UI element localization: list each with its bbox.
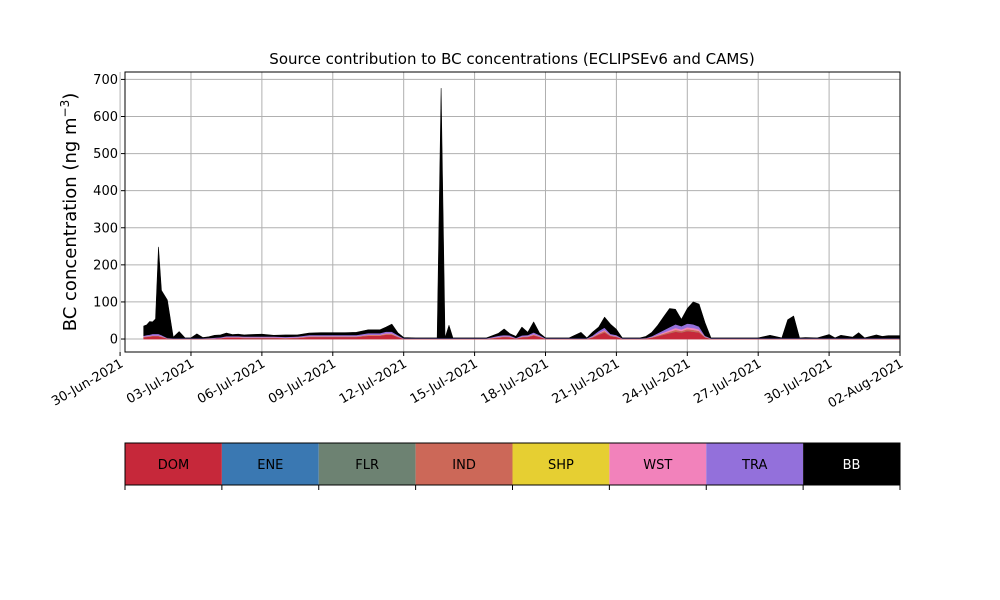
area-bb [143,88,901,339]
legend-label-shp: SHP [548,458,574,473]
x-tick-label: 03-Jul-2021 [124,356,197,407]
y-axis-label: BC concentration (ng m−3) [58,93,81,332]
legend-swatch-bb [803,443,900,485]
x-axis: 30-Jun-202103-Jul-202106-Jul-202109-Jul-… [49,352,906,412]
legend-label-dom: DOM [158,458,189,473]
x-tick-label: 02-Aug-2021 [826,356,906,411]
x-tick-label: 06-Jul-2021 [195,356,268,407]
y-axis: 0 100 200 300 400 500 600 700 [93,73,125,348]
grid-lines [119,72,901,352]
y-tick-label: 600 [93,110,118,125]
stacked-areas [143,88,901,340]
legend-swatch-shp [512,443,610,485]
legend-label-flr: FLR [355,458,379,473]
legend-label-ind: IND [452,458,476,473]
legend-colorbar: DOM ENE FLR IND SHP WST TRA BB [124,442,901,490]
x-tick-label: 21-Jul-2021 [550,356,623,407]
y-tick-label: 0 [110,333,118,348]
y-tick-label: 400 [93,184,118,199]
x-tick-label: 15-Jul-2021 [408,356,481,407]
chart-title: Source contribution to BC concentrations… [269,50,754,68]
legend-swatch-dom [125,443,222,485]
x-tick-label: 09-Jul-2021 [266,356,339,407]
y-tick-label: 700 [93,73,118,88]
plot-frame [124,71,901,353]
legend-label-wst: WST [643,458,672,473]
x-tick-label: 18-Jul-2021 [479,356,552,407]
legend-swatch-wst [609,443,707,485]
x-tick-label: 27-Jul-2021 [691,356,764,407]
legend-swatch-ind [415,443,513,485]
x-tick-label: 24-Jul-2021 [620,356,693,407]
legend-label-ene: ENE [257,458,283,473]
legend-swatch-flr [318,443,416,485]
legend-swatch-tra [706,443,804,485]
y-tick-label: 300 [93,221,118,236]
legend-swatch-ene [221,443,319,485]
y-tick-label: 100 [93,295,118,310]
y-tick-label: 200 [93,258,118,273]
legend-label-tra: TRA [741,458,767,473]
x-tick-label: 30-Jun-2021 [49,356,126,409]
x-tick-label: 12-Jul-2021 [337,356,410,407]
legend-label-bb: BB [843,458,861,473]
y-tick-label: 500 [93,147,118,162]
x-tick-label: 30-Jul-2021 [762,356,835,407]
